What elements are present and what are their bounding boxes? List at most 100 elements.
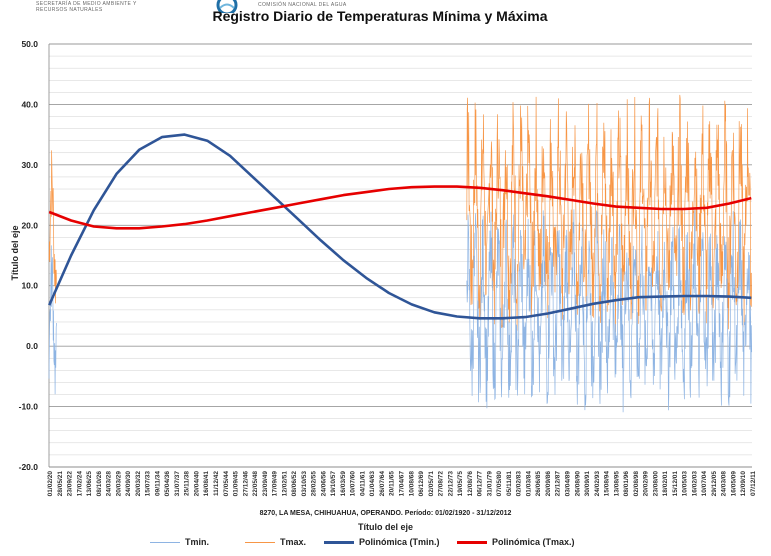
y-tick-label: 20.0	[21, 220, 38, 230]
x-tick-label: 16/05/09	[730, 471, 737, 497]
x-tick-label: 01/03/84	[525, 471, 532, 497]
header: SECRETARÍA DE MEDIO AMBIENTE Y RECURSOS …	[0, 0, 771, 34]
x-tick-label: 17/09/49	[272, 471, 279, 497]
x-tick-label: 10/07/60	[350, 471, 357, 497]
legend-swatch-poly-tmax	[457, 540, 487, 544]
x-tick-label: 01/02/20	[47, 471, 54, 497]
x-tick-label: 07/05/80	[496, 471, 503, 497]
x-tick-label: 19/05/75	[457, 471, 464, 497]
x-tick-label: 05/11/81	[506, 471, 513, 496]
x-tick-label: 11/12/42	[213, 471, 220, 496]
x-tick-label: 27/12/46	[242, 471, 249, 497]
x-tick-label: 22/12/73	[447, 471, 454, 497]
x-tick-label: 12/09/10	[740, 471, 747, 497]
x-tick-label: 08/06/52	[291, 471, 298, 497]
x-tick-label: 07/05/44	[223, 471, 230, 497]
x-tick-label: 28/02/55	[311, 471, 318, 497]
x-tick-label: 24/03/28	[106, 471, 113, 497]
legend-label-tmax: Tmax.	[280, 537, 307, 547]
x-tick-label: 24/03/08	[721, 471, 728, 497]
x-tick-label: 16/03/59	[340, 471, 347, 497]
poly-tmax-line	[48, 185, 752, 230]
x-tick-label: 20/11/65	[389, 471, 396, 496]
legend-item-poly-tmin: Polinómica (Tmin.)	[324, 537, 440, 547]
x-tick-label: 12/02/51	[281, 471, 288, 497]
x-tick-label: 05/04/36	[164, 471, 171, 497]
x-tick-label: 31/01/79	[486, 471, 493, 497]
x-tick-label: 02/05/71	[428, 471, 435, 497]
conagua-logo-icon	[216, 0, 238, 13]
x-tick-label: 20/03/32	[135, 471, 142, 497]
x-tick-label: 20/02/99	[643, 471, 650, 497]
x-tick-label: 02/02/83	[516, 471, 523, 497]
x-tick-label: 10/05/03	[682, 471, 689, 497]
x-tick-label: 01/09/45	[233, 471, 240, 497]
x-tick-label: 26/07/64	[379, 471, 386, 497]
tmax-line-segment-1	[466, 94, 753, 333]
x-tick-label: 30/09/91	[584, 471, 591, 497]
x-tick-label: 26/06/85	[535, 471, 542, 497]
y-tick-label: 50.0	[21, 39, 38, 49]
x-tick-label: 17/04/67	[399, 471, 406, 497]
x-tick-label: 01/04/63	[369, 471, 376, 497]
legend-item-tmax: Tmax.	[245, 537, 306, 547]
x-tick-label: 08/01/96	[623, 471, 630, 497]
x-tick-label: 03/10/53	[301, 471, 308, 497]
x-tick-label: 23/08/00	[652, 471, 659, 497]
legend-label-tmin: Tmin.	[185, 537, 209, 547]
x-tick-label: 29/12/05	[711, 471, 718, 497]
semarnat-logo-text: SECRETARÍA DE MEDIO AMBIENTE Y RECURSOS …	[36, 1, 137, 13]
poly-tmin-line	[48, 133, 752, 320]
x-tick-label: 24/09/30	[125, 471, 132, 497]
x-tick-label: 20/03/29	[115, 471, 122, 497]
x-tick-label: 20/09/86	[545, 471, 552, 497]
x-tick-label: 13/08/95	[613, 471, 620, 497]
chart-subtitle: 8270, LA MESA, CHIHUAHUA, OPERANDO. Perí…	[259, 510, 512, 517]
x-tick-label: 16/02/03	[691, 471, 698, 497]
y-tick-label: 0.0	[26, 341, 38, 351]
y-tick-label: 10.0	[21, 281, 38, 291]
x-tick-label: 10/07/04	[701, 471, 708, 497]
tmin-line-segment-1	[466, 209, 753, 413]
legend: Tmin. Tmax. Polinómica (Tmin.) Polinómic…	[150, 537, 610, 551]
y-tick-labels: 50.0 40.0 30.0 20.0 10.0 0.0 -10.0 -20.0	[19, 39, 39, 472]
x-tick-label: 19/10/57	[330, 471, 337, 497]
conagua-logo-text: COMISIÓN NACIONAL DEL AGUA	[258, 2, 347, 8]
x-tick-label: 28/05/21	[57, 471, 64, 497]
legend-label-poly-tmax: Polinómica (Tmax.)	[492, 537, 575, 547]
tmin-line-segment-0	[48, 245, 57, 395]
x-tick-label: 07/12/11	[750, 471, 757, 496]
x-tick-label: 09/11/34	[154, 471, 161, 496]
x-tick-label: 18/02/01	[662, 471, 669, 497]
y-tick-label: -20.0	[19, 462, 39, 472]
x-tick-label: 08/10/26	[96, 471, 103, 497]
x-tick-label: 25/11/38	[184, 471, 191, 496]
x-tick-label: 31/07/37	[174, 471, 181, 497]
x-tick-label: 12/08/76	[467, 471, 474, 497]
x-tick-label: 23/09/22	[67, 471, 74, 497]
legend-swatch-tmin	[150, 541, 180, 543]
x-tick-label: 15/12/01	[672, 471, 679, 497]
x-tick-label: 20/04/40	[193, 471, 200, 497]
x-tick-label: 24/02/93	[594, 471, 601, 497]
x-tick-label: 10/08/68	[408, 471, 415, 497]
chart-title: Registro Diario de Temperaturas Mínima y…	[212, 8, 548, 24]
x-tick-label: 22/05/48	[252, 471, 259, 497]
x-tick-label: 16/08/41	[203, 471, 210, 497]
x-tick-label: 15/07/33	[145, 471, 152, 497]
x-tick-label: 24/06/56	[320, 471, 327, 497]
x-tick-label: 06/12/77	[477, 471, 484, 497]
x-tick-label: 03/04/89	[564, 471, 571, 497]
x-tick-label: 22/12/87	[555, 471, 562, 497]
legend-label-poly-tmin: Polinómica (Tmin.)	[359, 537, 440, 547]
x-tick-labels: 01/02/20 28/05/21 23/09/22 17/02/24 13/06/25…	[47, 471, 757, 497]
x-tick-label: 23/09/49	[262, 471, 269, 497]
trend-series	[48, 133, 752, 320]
x-tick-label: 15/08/94	[604, 471, 611, 497]
y-tick-label: -10.0	[19, 402, 39, 412]
y-tick-label: 30.0	[21, 160, 38, 170]
x-tick-label: 17/02/24	[76, 471, 83, 497]
legend-swatch-tmax	[245, 541, 275, 543]
legend-swatch-poly-tmin	[324, 540, 354, 544]
